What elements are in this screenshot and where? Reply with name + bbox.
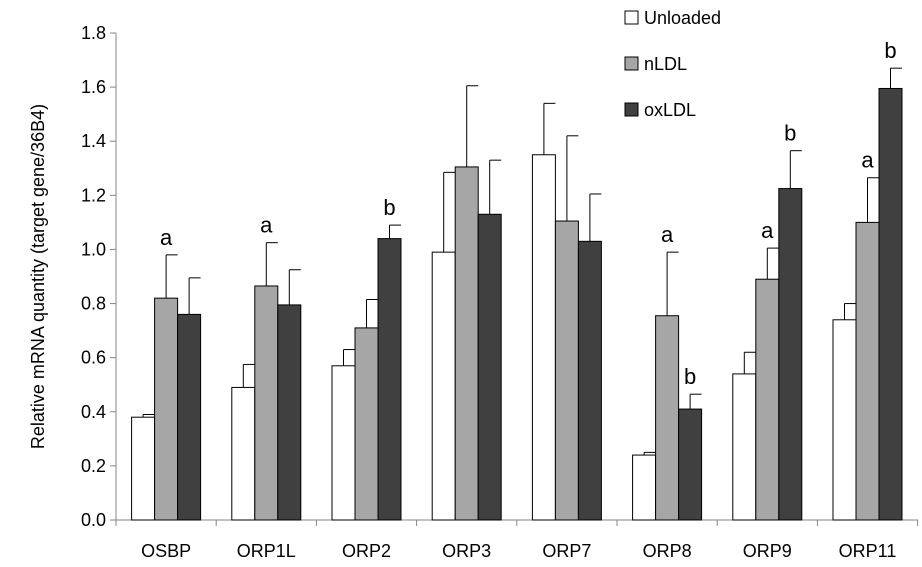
x-category-label: OSBP <box>141 541 191 561</box>
x-category-label: ORP8 <box>643 541 692 561</box>
y-axis: 0.0 0.2 0.4 0.6 0.8 1.0 1.2 1.4 1.6 1.8 <box>81 23 117 530</box>
significance-label: b <box>684 364 696 389</box>
bar <box>431 251 456 521</box>
y-tick-label: 1.0 <box>81 239 106 259</box>
bar <box>554 220 579 521</box>
legend-swatch <box>624 102 639 117</box>
legend-swatch <box>624 56 639 71</box>
x-category-label: ORP2 <box>342 541 391 561</box>
bar <box>755 278 780 521</box>
x-category-label: ORP7 <box>542 541 591 561</box>
significance-label: a <box>861 148 874 173</box>
x-category-label: ORP11 <box>839 541 897 561</box>
legend: Unloaded nLDL oxLDL <box>624 8 721 120</box>
y-tick-label: 0.8 <box>81 294 106 314</box>
bar <box>878 87 903 521</box>
y-tick-label: 0.2 <box>81 456 106 476</box>
x-category-label: ORP1L <box>237 541 296 561</box>
bar <box>778 188 803 521</box>
y-tick-label: 0.4 <box>81 402 106 422</box>
legend-label: nLDL <box>644 54 687 74</box>
bar <box>454 166 479 521</box>
legend-swatch <box>624 10 639 25</box>
y-tick-label: 1.8 <box>81 23 106 43</box>
y-tick-label: 1.4 <box>81 131 106 151</box>
y-axis-title: Relative mRNA quantity (target gene/36B4… <box>28 104 48 449</box>
bar <box>531 154 556 521</box>
bar <box>254 285 279 521</box>
bar <box>331 365 356 521</box>
bar <box>678 408 703 521</box>
x-axis: OSBP ORP1L ORP2 ORP3 ORP7 ORP8 ORP9 ORP11 <box>115 519 919 561</box>
bar <box>855 221 880 521</box>
bar <box>632 454 657 521</box>
y-tick-label: 1.2 <box>81 185 106 205</box>
bar <box>231 386 256 521</box>
bar <box>732 373 757 521</box>
bar <box>354 327 379 521</box>
significance-label: a <box>761 218 774 243</box>
significance-label: a <box>260 213 273 238</box>
bar <box>832 319 857 521</box>
y-tick-label: 0.0 <box>81 510 106 530</box>
y-tick-label: 1.6 <box>81 77 106 97</box>
significance-label: b <box>884 38 896 63</box>
legend-label: oxLDL <box>644 100 696 120</box>
significance-label: a <box>661 222 674 247</box>
significance-label: b <box>383 195 395 220</box>
bar <box>131 416 156 521</box>
bar <box>655 315 680 521</box>
y-tick-label: 0.6 <box>81 348 106 368</box>
significance-label: b <box>784 121 796 146</box>
x-category-label: ORP3 <box>442 541 491 561</box>
bar <box>154 297 179 521</box>
bar <box>277 304 302 521</box>
bar <box>377 238 402 521</box>
bar <box>477 213 502 521</box>
bar <box>177 313 202 521</box>
bars: a a b a b a b a b <box>131 38 903 521</box>
significance-label: a <box>160 225 173 250</box>
x-category-label: ORP9 <box>743 541 792 561</box>
legend-label: Unloaded <box>644 8 721 28</box>
bar <box>577 240 602 521</box>
